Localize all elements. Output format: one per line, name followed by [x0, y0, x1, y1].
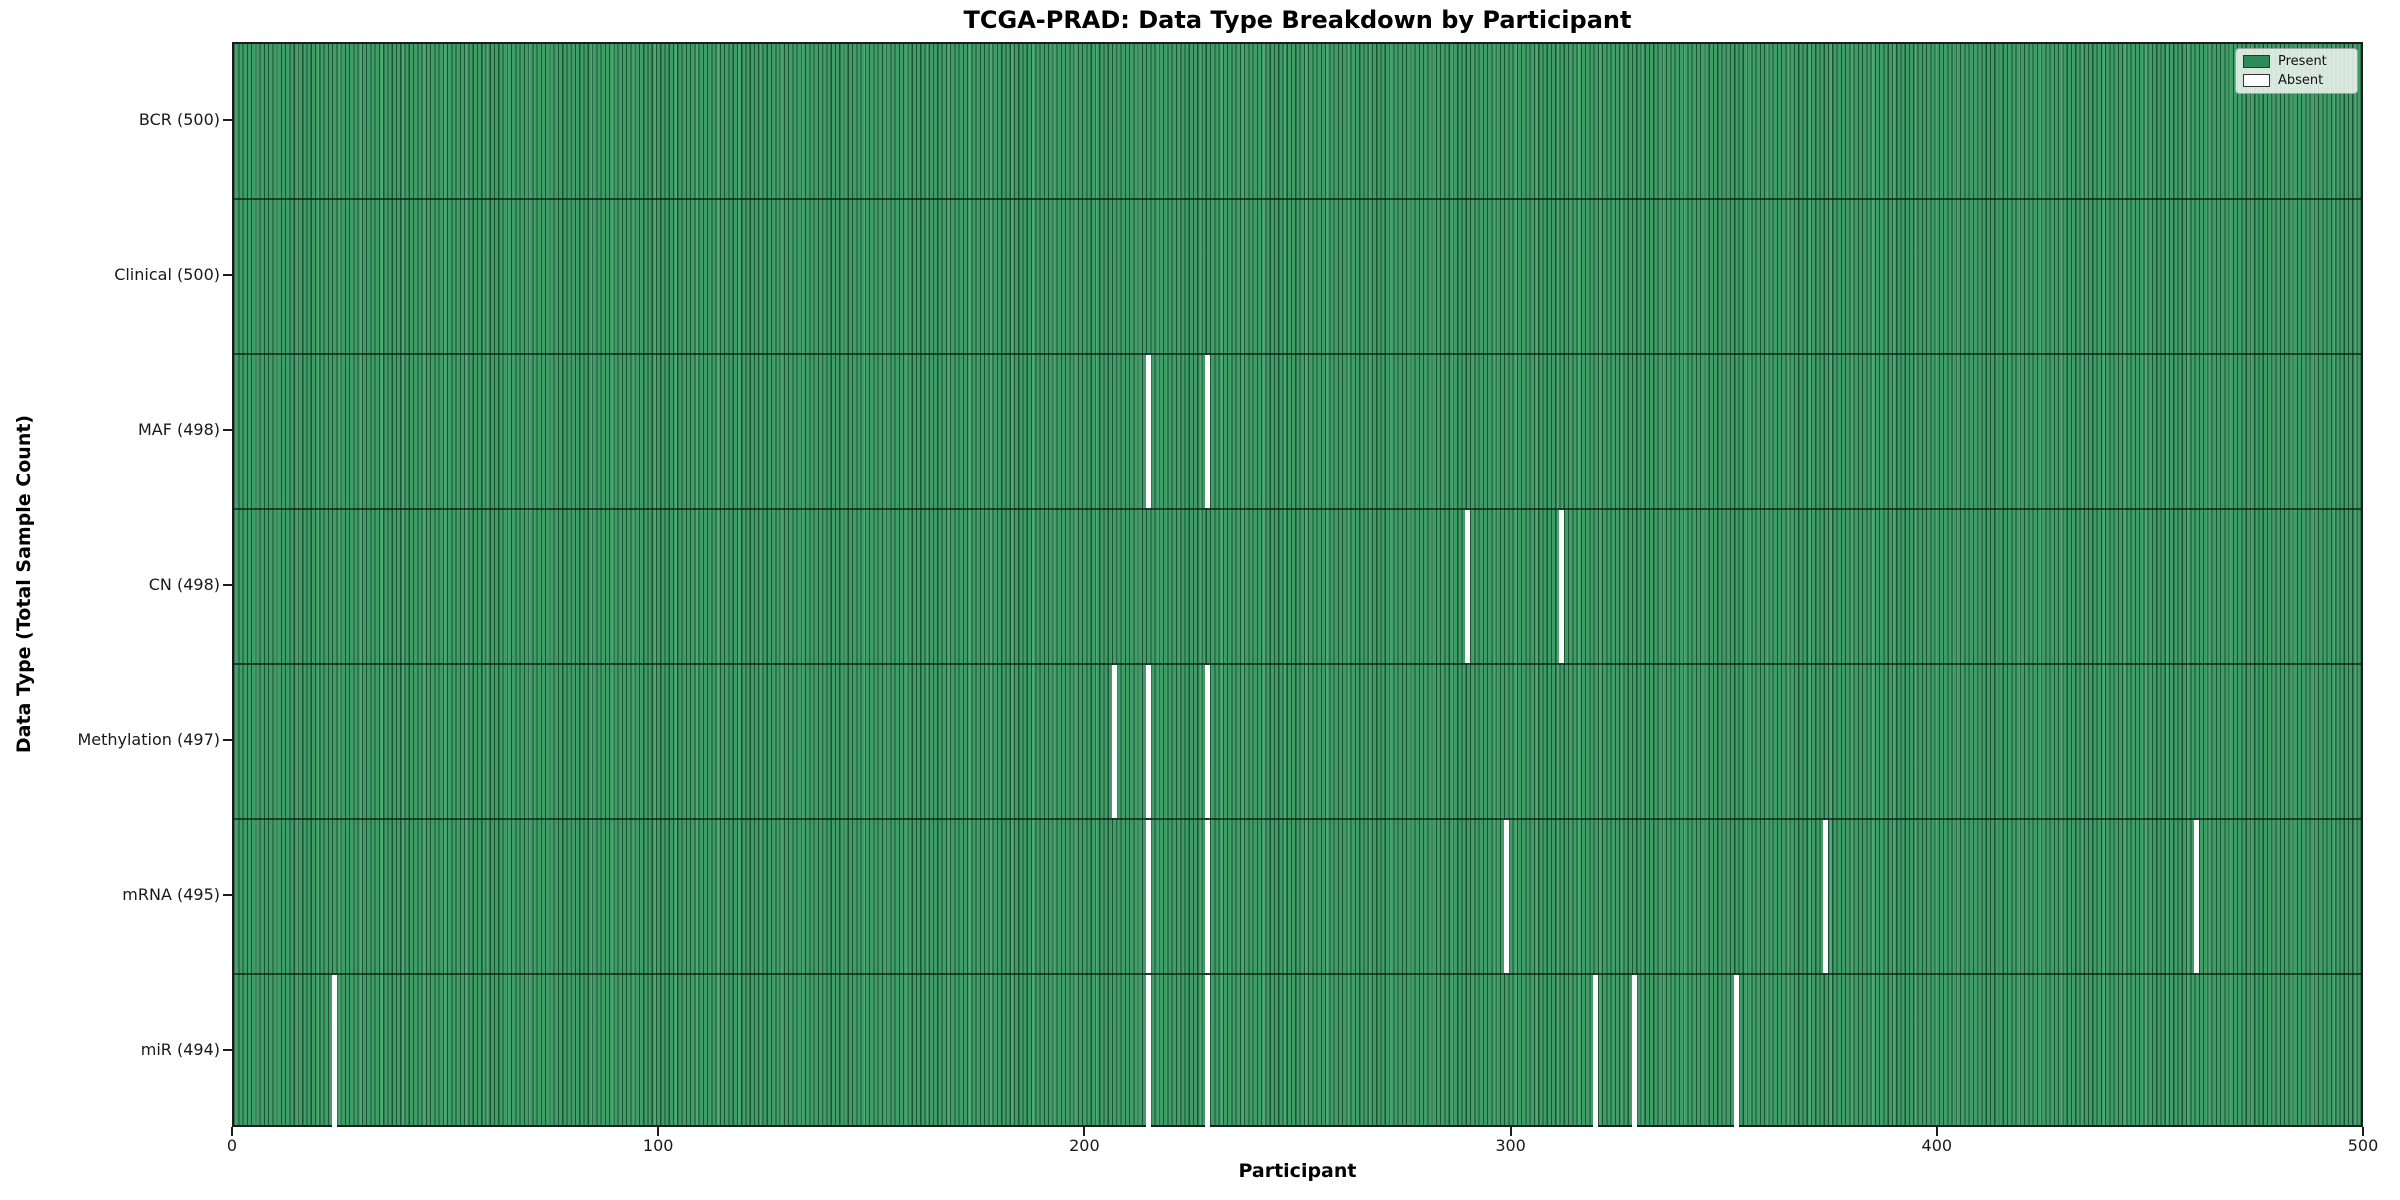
y-tick-mark: [223, 893, 232, 896]
x-tick-label: 100: [642, 1136, 674, 1155]
row-separator: [234, 353, 2361, 355]
absent-gap: [1593, 974, 1599, 1129]
x-tick-mark: [2362, 1127, 2364, 1136]
legend-entry-absent: Absent: [2243, 74, 2349, 87]
legend-present-label: Present: [2278, 54, 2327, 69]
x-tick-label: 400: [1921, 1136, 1953, 1155]
absent-gap: [1503, 819, 1509, 974]
legend-absent-label: Absent: [2278, 73, 2324, 88]
x-tick-mark: [1509, 1127, 1512, 1136]
x-tick-mark: [231, 1127, 233, 1136]
x-tick-label: 500: [2347, 1136, 2379, 1155]
x-axis-title: Participant: [1238, 1160, 1357, 1182]
x-tick-label: 0: [226, 1136, 238, 1155]
absent-gap: [2194, 819, 2200, 974]
absent-gap: [1733, 974, 1739, 1129]
legend-entry-present: Present: [2243, 55, 2349, 68]
y-tick-mark: [223, 738, 232, 741]
y-tick-label: miR (494): [140, 1039, 220, 1059]
absent-gap: [1145, 974, 1151, 1129]
legend: Present Absent: [2235, 48, 2358, 94]
y-tick-label: mRNA (495): [122, 884, 220, 904]
y-tick-mark: [223, 118, 232, 121]
y-tick-label: CN (498): [148, 574, 220, 594]
absent-gap: [331, 974, 337, 1129]
y-tick-label: MAF (498): [137, 419, 220, 439]
chart-title: TCGA-PRAD: Data Type Breakdown by Partic…: [963, 6, 1632, 34]
y-tick-mark: [223, 428, 232, 431]
y-tick-label: Clinical (500): [114, 264, 220, 284]
x-tick-mark: [1935, 1127, 1938, 1136]
row-separator: [234, 198, 2361, 200]
absent-gap: [1205, 664, 1211, 819]
absent-gap: [1145, 354, 1151, 509]
y-tick-mark: [223, 583, 232, 586]
y-tick-label: BCR (500): [138, 109, 220, 129]
absent-gap: [1205, 974, 1211, 1129]
absent-gap: [1823, 819, 1829, 974]
legend-present-swatch: [2243, 55, 2270, 68]
plot-area: Present Absent: [232, 42, 2363, 1129]
x-tick-mark: [1083, 1127, 1086, 1136]
x-tick-label: 300: [1495, 1136, 1526, 1155]
row-separator: [234, 818, 2361, 820]
x-tick-mark: [657, 1127, 660, 1136]
absent-gap: [1145, 664, 1151, 819]
absent-gap: [1205, 354, 1211, 509]
absent-gap: [1559, 509, 1565, 664]
absent-gap: [1145, 819, 1151, 974]
x-tick-label: 200: [1069, 1136, 1100, 1155]
row-separator: [234, 663, 2361, 665]
absent-gap: [1631, 974, 1637, 1129]
row-separator: [234, 973, 2361, 975]
row-separator: [234, 508, 2361, 510]
legend-absent-swatch: [2243, 74, 2270, 87]
y-tick-label: Methylation (497): [77, 729, 220, 749]
y-tick-mark: [223, 273, 232, 276]
absent-gap: [1111, 664, 1117, 819]
absent-gap: [1465, 509, 1471, 664]
absent-gap: [1205, 819, 1211, 974]
y-tick-mark: [223, 1048, 232, 1051]
